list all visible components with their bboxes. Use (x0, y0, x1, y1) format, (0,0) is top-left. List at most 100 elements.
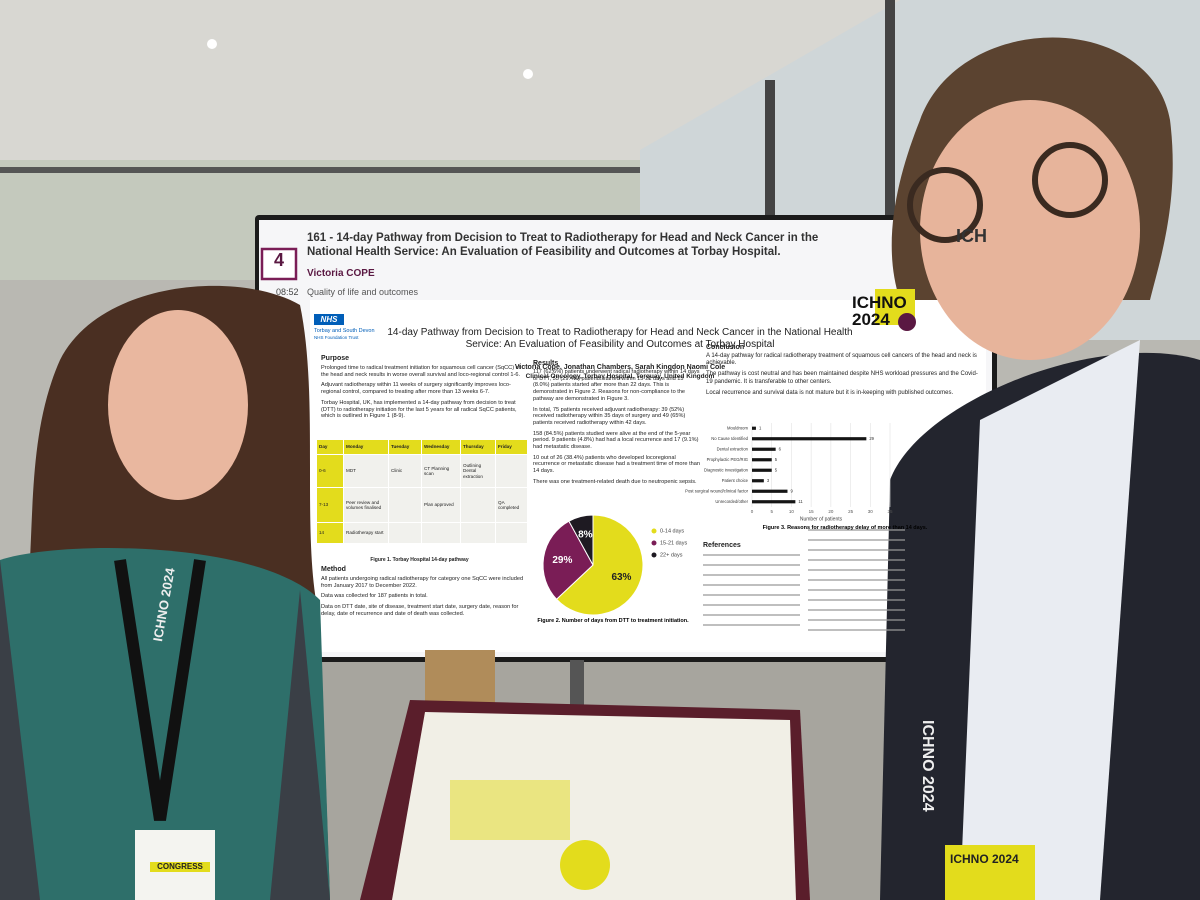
person-cardigan (0, 560, 330, 900)
table-cell: Radiotherapy start (344, 523, 388, 543)
paragraph: Torbay Hospital, UK, has implemented a 1… (321, 399, 517, 420)
paragraph: Adjuvant radiotherapy within 11 weeks of… (321, 382, 511, 396)
x-tick-label: 5 (770, 509, 773, 514)
section-heading: References (703, 542, 741, 549)
presenter: Victoria COPE (307, 268, 375, 279)
table-cell (461, 488, 495, 522)
y-tick-label: No Cause Identified (711, 436, 748, 441)
table-cell (422, 523, 460, 543)
table-cell: Outlining Dental extraction (461, 455, 495, 487)
x-tick-label: 0 (751, 509, 754, 514)
y-tick-label: Post surgical wound/clinical factor (685, 488, 748, 493)
data-label: 8% (578, 530, 593, 541)
bar (752, 458, 772, 462)
x-tick-label: 10 (789, 509, 795, 514)
data-label: 29% (552, 555, 572, 566)
data-label: 3 (767, 478, 770, 483)
paragraph: There was one treatment-related death du… (533, 478, 697, 485)
paragraph: Data on DTT date, site of disease, treat… (321, 604, 519, 617)
bar (752, 426, 756, 430)
track: Quality of life and outcomes (307, 287, 419, 297)
table-header: Monday (344, 440, 388, 454)
section-heading: Method (321, 566, 346, 573)
pie-slice (555, 514, 644, 616)
bar (752, 489, 788, 493)
paragraph: 158 (84.5%) patients studied were alive … (533, 430, 699, 451)
brand: ICH (956, 226, 987, 246)
badge-text: CONGRESS (150, 862, 210, 872)
y-tick-label: Unrecorded/other (715, 499, 748, 504)
screen-title: 161 - 14-day Pathway from Decision to Tr… (307, 232, 819, 258)
table-cell: 7-13 (317, 488, 343, 522)
legend-swatch (651, 552, 657, 558)
paragraph: In total, 75 patients received adjuvant … (533, 406, 686, 426)
table-cell (389, 488, 421, 522)
pie-slice (568, 514, 594, 566)
ceiling-light (207, 39, 217, 49)
legend-swatch (651, 540, 657, 546)
table-header: Tuesday (389, 440, 421, 454)
person-dress (0, 548, 330, 900)
nhs-logo (314, 314, 344, 325)
table-cell: Peer review and volumes finalised (344, 488, 388, 522)
y-tick-label: Diagnostic investigation (704, 467, 749, 472)
section-heading: Results (533, 360, 559, 367)
x-tick-label: 35 (887, 509, 893, 514)
time: 08:52 (276, 287, 299, 297)
table-cell (496, 455, 527, 487)
affiliation: Clinical Oncology, Torbay Hospital, Torq… (525, 373, 715, 380)
bar (752, 437, 867, 441)
reference-lines (703, 529, 905, 631)
section-body: All patients undergoing radical radiothe… (321, 576, 526, 622)
person-face (920, 100, 1140, 360)
table-cell: QA completed (496, 488, 527, 522)
data-label: 9 (790, 488, 793, 493)
section-heading: Purpose (321, 355, 350, 362)
paragraph: 117 (62.6%) patients underwent radical r… (533, 369, 700, 402)
paragraph: The pathway is cost neutral and has been… (706, 371, 978, 385)
x-tick-label: 20 (828, 509, 834, 514)
logo: ICHNO (852, 293, 907, 312)
y-tick-label: Patient choice (722, 478, 749, 483)
data-label: 5 (775, 467, 778, 472)
chart-title: Figure 3. Reasons for radiotherapy delay… (763, 525, 928, 531)
figure-caption: Figure 1. Torbay Hospital 14-day pathway (370, 557, 469, 563)
table-cell: Plan approved (422, 488, 460, 522)
nhs-logo-text: NHS (320, 315, 338, 324)
table-header: Thursday (461, 440, 495, 454)
kiosk-screen (392, 712, 796, 900)
trust-sub: NHS Foundation Trust (314, 335, 359, 340)
badge-text: ICHNO 2024 (950, 852, 1019, 866)
table-header: Day (317, 440, 343, 454)
section-body: 117 (62.6%) patients underwent radical r… (533, 369, 701, 490)
glasses (1032, 142, 1108, 218)
y-tick-label: Mouldroom (727, 425, 748, 430)
bar (752, 500, 796, 504)
stand (570, 660, 584, 705)
badge (945, 845, 1035, 900)
lanyard (114, 559, 206, 821)
table-header: Friday (496, 440, 527, 454)
person-face (108, 310, 248, 500)
table-cell: MDT (344, 455, 388, 487)
paragraph: 10 out of 26 (38.4%) patients who develo… (533, 454, 700, 475)
data-label: 29 (869, 436, 874, 441)
x-tick-label: 30 (868, 509, 874, 514)
y-tick-label: Dental extraction (717, 446, 749, 451)
legend-label: 22+ days (660, 552, 683, 558)
pathway-table: Day Monday Tuesday Wednesday Thursday Friday 0… (317, 440, 527, 543)
data-label: 5 (775, 457, 778, 462)
authors: Victoria Cope, Jonathan Chambers, Sarah … (514, 364, 726, 371)
y-tick-label: Prophylactic PEG/RIG (707, 457, 748, 462)
data-label: 11 (798, 499, 803, 504)
legend-swatch (651, 528, 657, 534)
data-label: 6 (779, 446, 782, 451)
table-cell: CT Planning scan (422, 455, 460, 487)
kiosk-content (450, 780, 570, 840)
legend-label: 15-21 days (660, 540, 687, 546)
bar (752, 447, 776, 451)
paragraph: Prolonged time to radical treatment init… (321, 365, 521, 378)
ceiling-light (523, 69, 533, 79)
logo-year: 2024 (852, 310, 890, 329)
